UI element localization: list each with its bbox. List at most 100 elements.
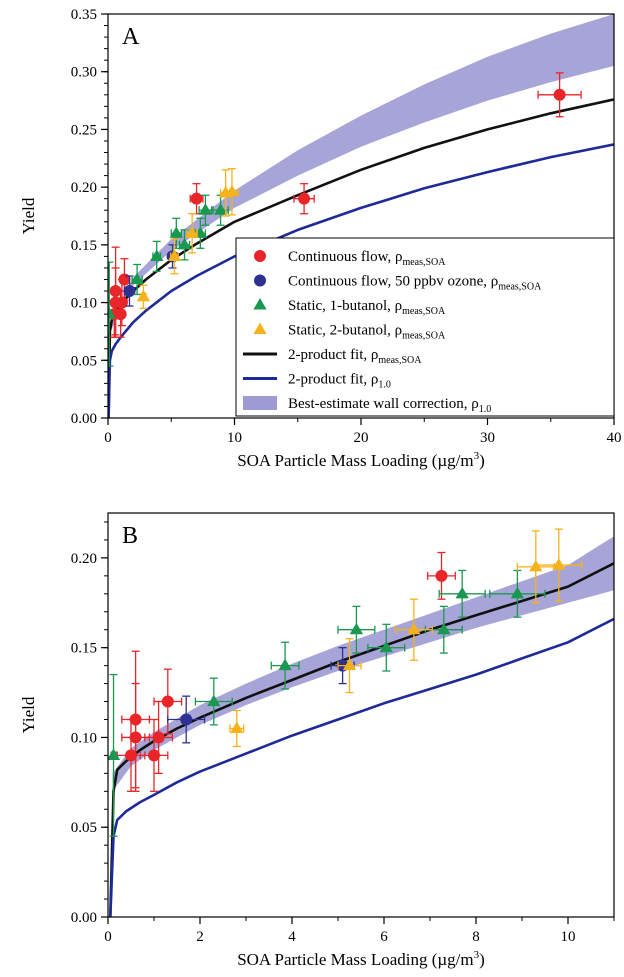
x-tick-label: 40 — [607, 430, 622, 446]
triangle-marker — [198, 203, 213, 215]
circle-marker — [115, 296, 128, 309]
triangle-marker — [455, 586, 469, 599]
y-tick-label: 0.00 — [71, 910, 97, 926]
legend-label: Static, 2-butanol, ρmeas,SOA — [288, 323, 446, 342]
triangle-marker — [136, 289, 151, 302]
legend-label: Best-estimate wall correction, ρ1.0 — [288, 396, 491, 415]
triangle-marker — [177, 237, 192, 250]
circle-marker — [118, 273, 131, 286]
legend-triangle-icon — [253, 322, 267, 334]
data-point — [198, 194, 213, 226]
legend-label: 2-product fit, ρ1.0 — [288, 372, 391, 391]
data-point — [167, 695, 206, 744]
legend-entry: 2-product fit, ρmeas,SOA — [243, 347, 422, 366]
circle-marker — [109, 285, 122, 298]
x-tick-label: 4 — [288, 929, 296, 945]
y-tick-label: 0.25 — [71, 122, 97, 138]
triangle-marker — [510, 586, 525, 599]
x-tick-label: 10 — [227, 430, 242, 446]
triangle-marker — [130, 272, 144, 285]
data-point — [367, 623, 406, 672]
circle-marker — [435, 569, 448, 582]
data-point — [189, 183, 204, 215]
data-point — [108, 673, 121, 837]
x-tick-label: 8 — [472, 929, 480, 945]
triangle-marker — [213, 203, 228, 215]
legend-entry: Best-estimate wall correction, ρ1.0 — [243, 396, 491, 415]
data-point — [537, 72, 582, 118]
x-axis-label: SOA Particle Mass Loading (µg/m3) — [237, 450, 485, 470]
panel-a-chart: 0 10 20 30 40 0.00 0.05 0.10 0.15 0.20 0.25 0.30 0.3… — [19, 7, 622, 470]
plot-area — [108, 14, 614, 418]
data-point — [109, 246, 122, 336]
data-point — [130, 263, 144, 296]
legend-circle-icon — [254, 250, 266, 262]
panel-label: B — [122, 523, 138, 549]
triangle-marker — [108, 748, 121, 760]
fit-line-meas — [109, 562, 614, 917]
y-tick-label: 0.15 — [71, 641, 97, 657]
x-tick-label: 20 — [354, 430, 369, 446]
triangle-marker — [167, 249, 182, 261]
y-tick-label: 0.00 — [71, 411, 97, 427]
triangle-marker — [437, 622, 451, 635]
triangle-marker — [150, 249, 164, 261]
triangle-marker — [185, 226, 199, 238]
triangle-marker — [108, 307, 116, 319]
legend-triangle-icon — [253, 298, 267, 310]
data-point — [139, 718, 169, 792]
data-point — [212, 194, 229, 226]
plot-area — [108, 528, 614, 917]
circle-marker — [125, 749, 137, 762]
data-point — [108, 261, 116, 367]
data-point — [123, 275, 136, 307]
legend-box — [235, 237, 615, 417]
data-point — [337, 638, 362, 694]
data-point — [121, 650, 151, 789]
circle-marker — [553, 88, 566, 101]
y-axis-label: Yield — [19, 197, 38, 234]
triangle-marker — [278, 658, 292, 671]
legend: Continuous flow, ρmeas,SOA Continuous flo… — [235, 237, 615, 417]
y-axis-label: Yield — [19, 696, 38, 733]
legend-circle-icon — [254, 274, 266, 287]
fit-line-rho-1 — [109, 617, 614, 917]
triangle-marker — [379, 640, 393, 653]
triangle-marker — [230, 721, 244, 734]
data-point — [224, 168, 239, 216]
legend-label: Continuous flow, ρmeas,SOA — [288, 249, 446, 268]
legend-label: Static, 1-butanol, ρmeas,SOA — [288, 298, 446, 317]
x-tick-label: 0 — [104, 929, 112, 945]
triangle-marker — [349, 622, 364, 635]
data-point — [293, 183, 315, 215]
legend-entry: 2-product fit, ρ1.0 — [243, 372, 391, 391]
data-point — [167, 238, 182, 275]
data-point — [144, 700, 174, 775]
wall-correction-band — [110, 14, 614, 332]
data-point — [394, 598, 433, 661]
circle-marker — [180, 713, 193, 726]
data-point — [150, 240, 164, 273]
circle-marker — [161, 695, 174, 708]
legend-label: Continuous flow, 50 ppbv ozone, ρmeas,SO… — [288, 274, 542, 293]
circle-marker — [129, 713, 142, 726]
x-axis-label: SOA Particle Mass Loading (µg/m3) — [237, 949, 485, 969]
panel-label: A — [122, 24, 140, 50]
y-tick-label: 0.20 — [71, 551, 97, 567]
data-point — [229, 709, 245, 748]
data-point — [270, 641, 300, 690]
legend-entry: Continuous flow, 50 ppbv ozone, ρmeas,SO… — [254, 274, 542, 293]
triangle-marker — [207, 694, 221, 707]
circle-marker — [152, 731, 165, 744]
y-tick-label: 0.20 — [71, 180, 97, 196]
circle-marker — [148, 749, 160, 762]
x-tick-label: 30 — [480, 430, 495, 446]
x-tick-label: 10 — [561, 929, 576, 945]
legend-entry: Continuous flow, ρmeas,SOA — [254, 249, 446, 268]
triangle-marker — [225, 184, 239, 197]
x-tick-label: 2 — [196, 929, 204, 945]
legend-band-icon — [243, 396, 277, 410]
circle-marker — [190, 192, 203, 205]
triangle-marker — [552, 558, 566, 570]
